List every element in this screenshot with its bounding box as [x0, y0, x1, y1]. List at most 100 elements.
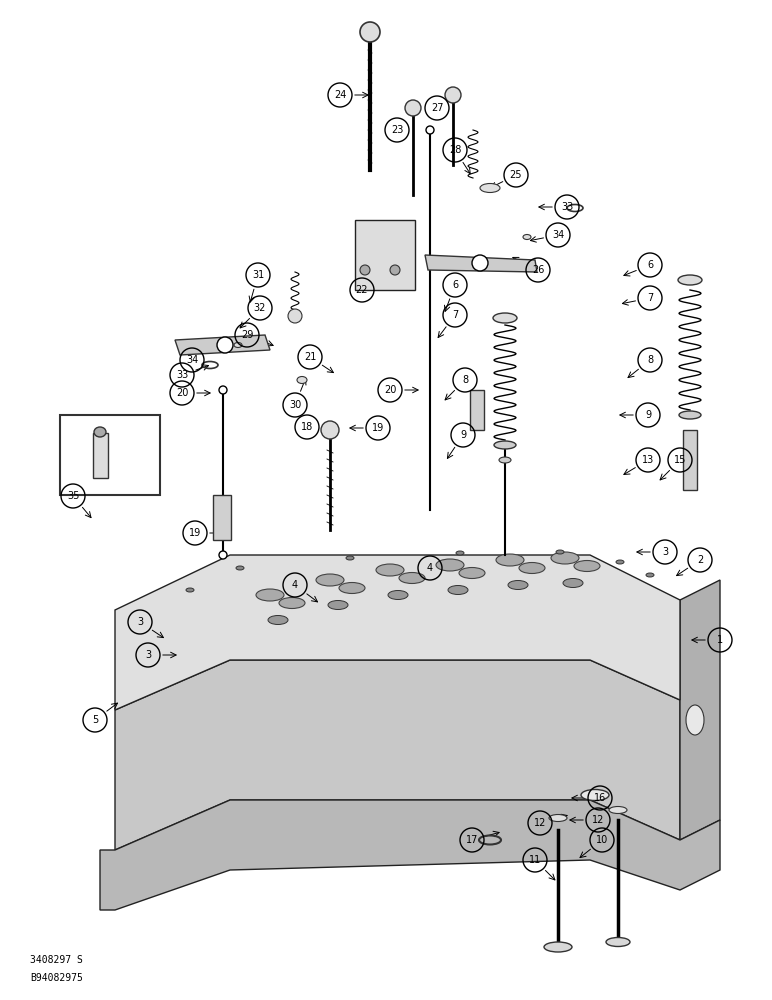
Text: 15: 15 — [674, 455, 686, 465]
Ellipse shape — [186, 588, 194, 592]
Ellipse shape — [459, 568, 485, 578]
Text: 6: 6 — [452, 280, 458, 290]
Ellipse shape — [399, 572, 425, 584]
Ellipse shape — [436, 559, 464, 571]
Ellipse shape — [563, 578, 583, 587]
Ellipse shape — [686, 705, 704, 735]
Ellipse shape — [346, 556, 354, 560]
Text: 4: 4 — [292, 580, 298, 590]
Ellipse shape — [496, 554, 524, 566]
Ellipse shape — [519, 562, 545, 574]
Polygon shape — [680, 580, 720, 840]
Text: 3: 3 — [137, 617, 143, 627]
Text: 6: 6 — [647, 260, 653, 270]
Text: 27: 27 — [431, 103, 443, 113]
Text: 21: 21 — [304, 352, 317, 362]
Ellipse shape — [376, 564, 404, 576]
Bar — [93, 433, 108, 478]
Text: 30: 30 — [289, 400, 301, 410]
Ellipse shape — [480, 184, 500, 192]
Text: 2: 2 — [697, 555, 703, 565]
Circle shape — [360, 265, 370, 275]
Text: 13: 13 — [642, 455, 654, 465]
Ellipse shape — [494, 441, 516, 449]
Circle shape — [321, 421, 339, 439]
Polygon shape — [175, 335, 270, 355]
Text: 33: 33 — [561, 202, 573, 212]
Ellipse shape — [339, 582, 365, 593]
Circle shape — [472, 255, 488, 271]
Ellipse shape — [493, 313, 517, 323]
Ellipse shape — [606, 938, 630, 946]
Circle shape — [288, 309, 302, 323]
Text: 25: 25 — [510, 170, 522, 180]
Text: 34: 34 — [552, 230, 564, 240]
Polygon shape — [115, 660, 680, 850]
Text: 20: 20 — [176, 388, 188, 398]
Polygon shape — [425, 255, 537, 272]
Text: 32: 32 — [254, 303, 266, 313]
Ellipse shape — [456, 551, 464, 555]
Text: 17: 17 — [466, 835, 478, 845]
Ellipse shape — [609, 806, 627, 814]
Ellipse shape — [549, 814, 567, 822]
Text: 31: 31 — [252, 270, 264, 280]
Text: 3: 3 — [662, 547, 668, 557]
Text: 12: 12 — [592, 815, 604, 825]
Ellipse shape — [616, 560, 624, 564]
Circle shape — [219, 386, 227, 394]
Text: 10: 10 — [596, 835, 608, 845]
Circle shape — [405, 100, 421, 116]
Ellipse shape — [388, 590, 408, 599]
Ellipse shape — [556, 550, 564, 554]
Ellipse shape — [256, 589, 284, 601]
Text: 7: 7 — [452, 310, 458, 320]
Text: 7: 7 — [647, 293, 653, 303]
Text: B94082975: B94082975 — [30, 973, 83, 983]
Text: 3408297 S: 3408297 S — [30, 955, 83, 965]
Ellipse shape — [236, 566, 244, 570]
Ellipse shape — [448, 585, 468, 594]
Text: 16: 16 — [594, 793, 606, 803]
Bar — [355, 220, 415, 290]
Circle shape — [217, 337, 233, 353]
Ellipse shape — [508, 580, 528, 589]
Ellipse shape — [328, 600, 348, 609]
Ellipse shape — [234, 342, 242, 348]
Text: 29: 29 — [241, 330, 253, 340]
Ellipse shape — [94, 427, 106, 437]
Text: 23: 23 — [391, 125, 403, 135]
Circle shape — [219, 551, 227, 559]
Text: 20: 20 — [384, 385, 396, 395]
Circle shape — [445, 87, 461, 103]
Circle shape — [390, 265, 400, 275]
Text: 8: 8 — [462, 375, 468, 385]
Text: 4: 4 — [427, 563, 433, 573]
Polygon shape — [100, 800, 720, 910]
Ellipse shape — [646, 573, 654, 577]
Text: 22: 22 — [356, 285, 368, 295]
Bar — [470, 390, 484, 430]
Text: 33: 33 — [176, 370, 188, 380]
Polygon shape — [115, 555, 680, 710]
Text: 19: 19 — [189, 528, 201, 538]
Ellipse shape — [499, 457, 511, 463]
Ellipse shape — [679, 411, 701, 419]
Ellipse shape — [678, 275, 702, 285]
Text: 35: 35 — [67, 491, 80, 501]
Ellipse shape — [574, 560, 600, 572]
Text: 3: 3 — [145, 650, 151, 660]
Ellipse shape — [523, 234, 531, 239]
Text: 19: 19 — [372, 423, 384, 433]
Text: 1: 1 — [717, 635, 723, 645]
Bar — [60, 415, 160, 495]
Ellipse shape — [544, 942, 572, 952]
Text: 9: 9 — [645, 410, 651, 420]
Ellipse shape — [581, 790, 609, 800]
Circle shape — [360, 22, 380, 42]
Text: 28: 28 — [449, 145, 461, 155]
Text: 26: 26 — [532, 265, 544, 275]
Ellipse shape — [551, 552, 579, 564]
Text: 11: 11 — [529, 855, 541, 865]
Bar — [213, 495, 231, 540]
